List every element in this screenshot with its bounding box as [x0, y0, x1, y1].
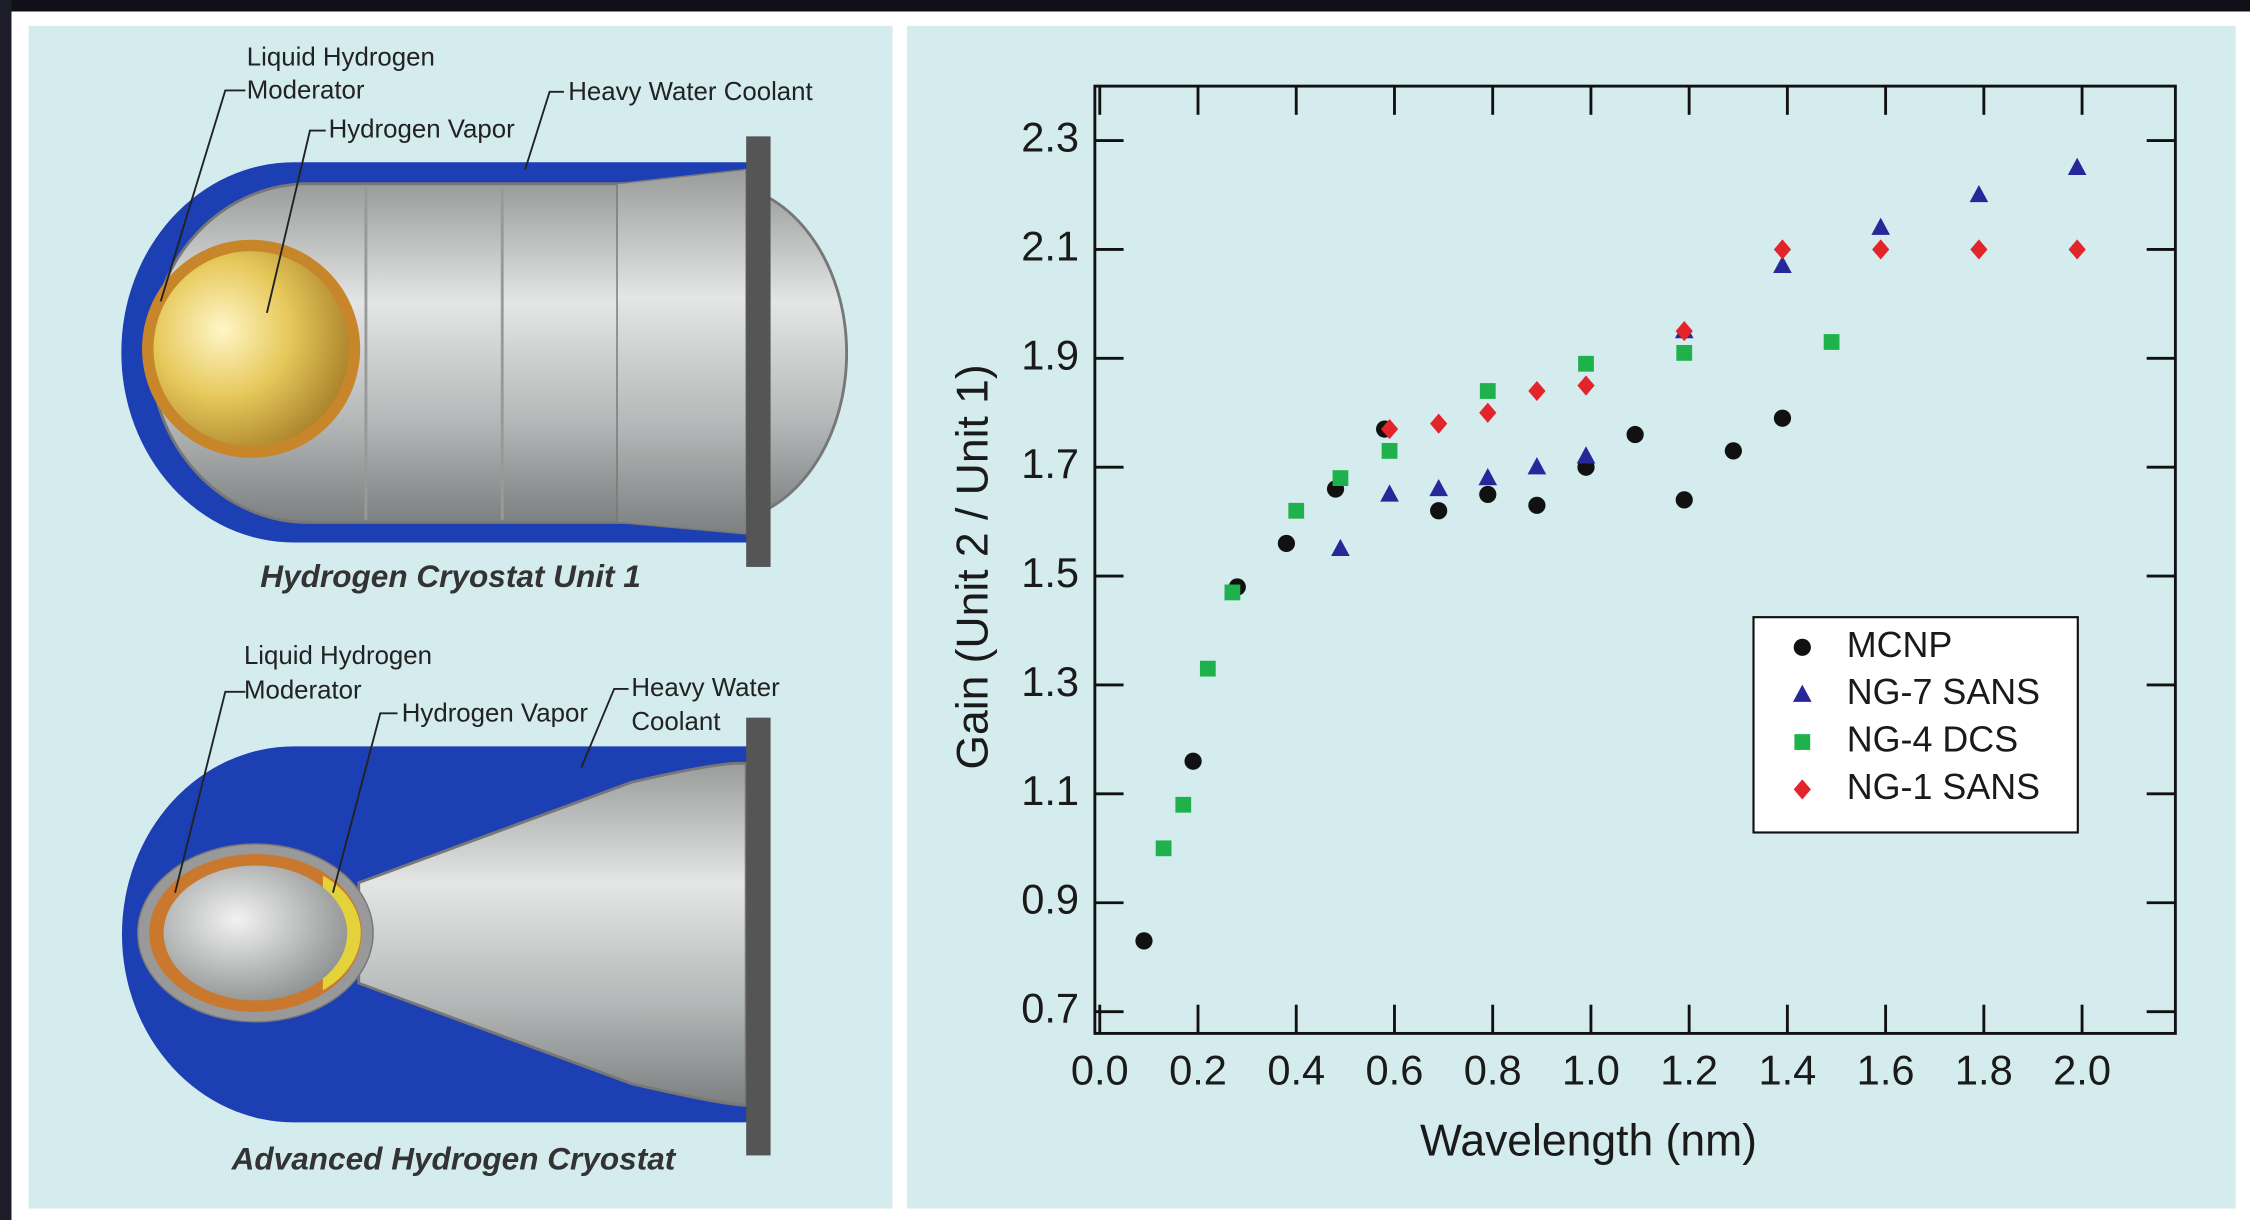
point — [1773, 409, 1792, 427]
x-tick-label: 0.4 — [1267, 1047, 1325, 1094]
legend-label: NG-7 SANS — [1847, 672, 2040, 712]
point — [1381, 442, 1398, 459]
point — [2067, 157, 2087, 175]
legend-label: NG-4 DCS — [1847, 720, 2018, 760]
legend: MCNP NG-7 SANS NG-4 DCS NG-1 SANS — [1752, 616, 2079, 834]
point — [1871, 217, 1891, 235]
y-tick-label: 1.9 — [1021, 331, 1079, 378]
point — [1773, 255, 1792, 273]
point — [1675, 321, 1693, 342]
x-axis-title: Wavelength (nm) — [1420, 1117, 1757, 1166]
cryostat-unit2 — [121, 717, 771, 1156]
point — [1429, 478, 1448, 497]
x-tick-label: 1.8 — [1955, 1047, 2013, 1094]
y-tick-label: 1.7 — [1021, 440, 1079, 487]
legend-label: MCNP — [1847, 625, 1953, 665]
x-tick-label: 0.6 — [1366, 1047, 1424, 1094]
point — [1332, 470, 1349, 486]
x-tick-label: 1.4 — [1758, 1047, 1816, 1094]
point — [1577, 375, 1595, 396]
leader-line — [524, 90, 564, 170]
point — [1773, 239, 1792, 260]
point — [1676, 344, 1693, 361]
y-tick-label: 0.9 — [1021, 876, 1079, 923]
diagram-label: Liquid Hydrogen — [247, 44, 435, 72]
leader-line — [580, 688, 629, 769]
x-tick-label: 0.8 — [1464, 1047, 1522, 1094]
diagram-label: Hydrogen Vapor — [402, 700, 589, 728]
diagram-label: Moderator — [244, 677, 362, 705]
x-tick-label: 1.6 — [1857, 1047, 1915, 1094]
leader-line — [332, 712, 398, 893]
point — [1288, 502, 1305, 519]
point — [1675, 491, 1693, 509]
leader-line — [159, 89, 246, 302]
y-tick-label: 1.1 — [1021, 767, 1079, 814]
diagram-label: Heavy Water — [631, 674, 780, 702]
leader-line — [265, 129, 326, 314]
y-tick-label: 2.3 — [1021, 114, 1079, 161]
leader-line — [174, 690, 246, 893]
point — [1724, 442, 1742, 460]
diagram-label: Moderator — [247, 77, 365, 105]
point — [1528, 496, 1546, 514]
diagram-caption: Hydrogen Cryostat Unit 1 — [260, 558, 641, 594]
point — [1277, 534, 1296, 553]
point — [1479, 402, 1497, 423]
point — [1479, 383, 1496, 399]
legend-marker — [1793, 638, 1811, 656]
point — [1331, 538, 1350, 557]
legend-marker — [1794, 734, 1811, 750]
point — [1478, 468, 1498, 486]
point — [1576, 446, 1596, 464]
point — [2068, 239, 2086, 260]
point — [1430, 502, 1448, 520]
point — [1578, 355, 1594, 372]
y-tick-label: 1.3 — [1021, 658, 1079, 705]
cryostat-unit1 — [121, 136, 849, 567]
point — [1380, 484, 1399, 502]
x-tick-label: 1.2 — [1660, 1047, 1718, 1094]
left-border — [0, 0, 12, 1220]
point — [1970, 239, 1988, 260]
point — [1479, 485, 1497, 504]
point — [1135, 932, 1153, 950]
point — [1380, 419, 1399, 440]
y-tick-label: 2.1 — [1021, 222, 1079, 269]
point — [1969, 184, 1989, 203]
diagram-label: Heavy Water Coolant — [568, 78, 812, 106]
point — [1184, 752, 1202, 770]
diagram-label: Hydrogen Vapor — [329, 115, 516, 143]
point — [1823, 334, 1840, 350]
x-tick-label: 2.0 — [2053, 1047, 2111, 1094]
diagram-label: Liquid Hydrogen — [244, 642, 432, 670]
legend-label: NG-1 SANS — [1847, 767, 2040, 807]
x-tick-label: 0.0 — [1071, 1047, 1129, 1094]
y-tick-label: 0.7 — [1021, 985, 1079, 1032]
plot-frame — [1093, 84, 2177, 1035]
legend-marker — [1792, 684, 1812, 702]
point — [1199, 660, 1216, 677]
point — [1155, 840, 1172, 857]
point — [1626, 425, 1644, 444]
x-tick-label: 1.0 — [1562, 1047, 1620, 1094]
y-axis-title: Gain (Unit 2 / Unit 1) — [949, 364, 998, 769]
point — [1224, 584, 1241, 601]
diagram-caption: Advanced Hydrogen Cryostat — [231, 1140, 677, 1176]
diagram-label: Coolant — [631, 708, 720, 736]
y-tick-label: 1.5 — [1021, 549, 1079, 596]
point — [1175, 796, 1192, 813]
top-border — [0, 0, 2250, 12]
point — [1527, 457, 1547, 475]
x-tick-label: 0.2 — [1169, 1047, 1227, 1094]
